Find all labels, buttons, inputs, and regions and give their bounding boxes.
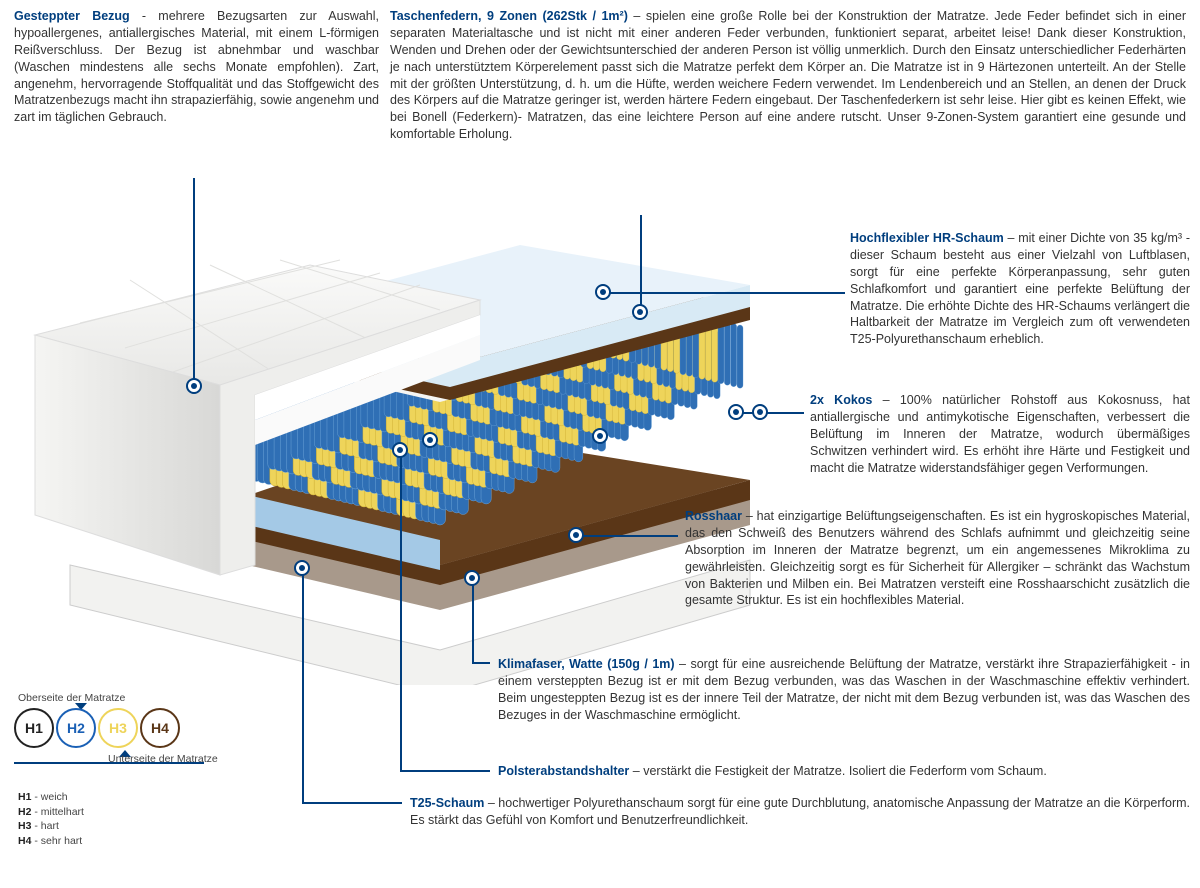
section-polster: Polsterabstandshalter – verstärkt die Fe… xyxy=(498,763,1190,780)
text-t25: hochwertiger Polyurethanschaum sorgt für… xyxy=(410,796,1190,827)
hardness-def-h1: H1 - weich xyxy=(18,790,84,805)
title-hr: Hochflexibler HR-Schaum xyxy=(850,231,1004,245)
leader xyxy=(302,802,402,804)
marker-rosshaar xyxy=(568,527,584,543)
leader xyxy=(578,535,678,537)
sep: – xyxy=(629,764,643,778)
marker-gesteppter xyxy=(186,378,202,394)
sep: - xyxy=(130,9,159,23)
section-hr-schaum: Hochflexibler HR-Schaum – mit einer Dich… xyxy=(850,230,1190,348)
marker-kokos-2 xyxy=(752,404,768,420)
hardness-def-h2: H2 - mittelhart xyxy=(18,805,84,820)
mattress-illustration xyxy=(10,205,770,685)
marker-kokos-1 xyxy=(728,404,744,420)
section-klimafaser: Klimafaser, Watte (150g / 1m) – sorgt fü… xyxy=(498,656,1190,724)
text-taschenfedern: spielen eine große Rolle bei der Konstru… xyxy=(390,9,1186,141)
legend-circles: H1H2H3H4 xyxy=(14,708,182,748)
legend-bottom-label: Unterseite der Matratze xyxy=(108,752,218,766)
section-rosshaar: Rosshaar – hat einzigartige Belüftungsei… xyxy=(685,508,1190,609)
text-ross: hat einzigartige Belüftungseigenschaften… xyxy=(685,509,1190,607)
hardness-def-h4: H4 - sehr hart xyxy=(18,834,84,849)
legend-divider xyxy=(14,762,204,764)
hardness-circle-h2: H2 xyxy=(56,708,96,748)
title-kokos: 2x Kokos xyxy=(810,393,872,407)
title-klima: Klimafaser, Watte (150g / 1m) xyxy=(498,657,675,671)
text-gesteppter: mehrere Bezugsarten zur Auswahl, hypoall… xyxy=(14,9,379,124)
sep: – xyxy=(742,509,757,523)
title-polster: Polsterabstandshalter xyxy=(498,764,629,778)
marker-hr xyxy=(595,284,611,300)
title-ross: Rosshaar xyxy=(685,509,742,523)
text-hr: mit einer Dichte von 35 kg/m³ - dieser S… xyxy=(850,231,1190,346)
leader xyxy=(472,580,474,662)
title-gesteppter: Gesteppter Bezug xyxy=(14,9,130,23)
marker-extra-1 xyxy=(422,432,438,448)
marker-t25 xyxy=(294,560,310,576)
marker-extra-2 xyxy=(592,428,608,444)
leader xyxy=(400,450,402,770)
title-taschenfedern: Taschenfedern, 9 Zonen (262Stk / 1m²) xyxy=(390,9,628,23)
legend-definitions: H1 - weichH2 - mittelhartH3 - hartH4 - s… xyxy=(18,790,84,849)
sep: – xyxy=(1004,231,1018,245)
hardness-circle-h1: H1 xyxy=(14,708,54,748)
leader xyxy=(605,292,845,294)
text-polster: verstärkt die Festigkeit der Matratze. I… xyxy=(643,764,1047,778)
sep: – xyxy=(675,657,691,671)
marker-klima xyxy=(464,570,480,586)
marker-polster xyxy=(392,442,408,458)
sep: – xyxy=(628,9,646,23)
section-taschenfedern: Taschenfedern, 9 Zonen (262Stk / 1m²) – … xyxy=(390,8,1186,143)
leader xyxy=(740,412,804,414)
sep: – xyxy=(872,393,899,407)
section-t25: T25-Schaum – hochwertiger Polyurethansch… xyxy=(410,795,1190,829)
section-gesteppter-bezug: Gesteppter Bezug - mehrere Bezugsarten z… xyxy=(14,8,379,126)
title-t25: T25-Schaum xyxy=(410,796,484,810)
marker-taschenfedern xyxy=(632,304,648,320)
leader xyxy=(472,662,490,664)
leader xyxy=(193,178,195,384)
hardness-def-h3: H3 - hart xyxy=(18,819,84,834)
leader xyxy=(302,570,304,802)
hardness-circle-h4: H4 xyxy=(140,708,180,748)
section-kokos: 2x Kokos – 100% natürlicher Rohstoff aus… xyxy=(810,392,1190,476)
sep: – xyxy=(484,796,498,810)
leader xyxy=(400,770,490,772)
legend-top-label: Oberseite der Matratze xyxy=(18,691,125,705)
hardness-circle-h3: H3 xyxy=(98,708,138,748)
leader xyxy=(640,215,642,311)
